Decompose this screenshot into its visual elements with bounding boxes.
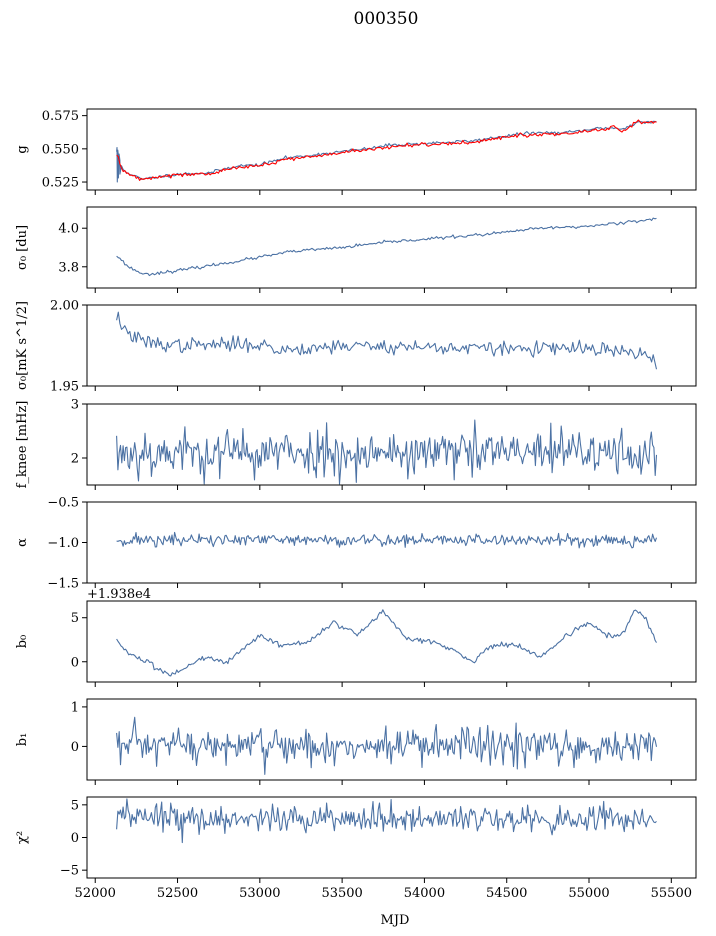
panel-2: 3.8 4.0 σ₀ [du] [15, 206, 697, 293]
y-tick-label: 5 [71, 611, 79, 626]
y-axis-label: f_knee [mHz] [15, 401, 30, 489]
y-tick-label: 0.575 [42, 109, 79, 124]
panel-8: −5 0 5 52000 52500 53000 53500 54000 54500 55000 5… [15, 796, 697, 901]
y-tick-label: 3 [71, 398, 79, 413]
series-line-panel-7 [116, 716, 658, 775]
panel-frame [86, 501, 697, 584]
y-axis-label: g [15, 145, 30, 153]
y-axis-label: σ₀ [du] [15, 225, 30, 270]
y-tick-label: −1.0 [47, 536, 79, 551]
y-axis-label: b₁ [15, 733, 30, 747]
panel-5: −1.5 −1.0 −0.5 α [15, 496, 697, 592]
y-tick-label: 1 [71, 700, 79, 715]
x-tick-label: 54000 [404, 886, 445, 901]
y-axis-label: b₀ [15, 635, 30, 649]
x-tick-label: 55500 [651, 886, 692, 901]
panel-1: 0.525 0.550 0.575 g [15, 108, 697, 195]
series-line-panel-8 [116, 798, 657, 844]
x-tick-label: 52500 [157, 886, 198, 901]
panel-7: 0 1 b₁ [15, 698, 697, 785]
x-axis-label: MJD [381, 913, 410, 928]
panel-frame [86, 304, 697, 387]
series-line-panel-6 [116, 609, 657, 677]
y-tick-label: 5 [71, 798, 79, 813]
y-tick-label: 0 [71, 740, 79, 755]
panel-3: 1.95 2.00 σ₀[mK s^1/2] [15, 299, 697, 395]
panel-frame [86, 206, 697, 289]
series-line-panel-1 [116, 120, 657, 183]
panel-6: 0 5 b₀ +1.938e4 [15, 587, 697, 687]
y-axis-label: σ₀[mK s^1/2] [15, 301, 30, 390]
series-line-panel-5 [116, 531, 658, 549]
y-tick-label: −5 [60, 864, 79, 879]
panel-4: 2 3 f_knee [mHz] [15, 398, 697, 490]
panel-frame [86, 403, 697, 486]
y-tick-label: 3.8 [58, 260, 79, 275]
y-tick-label: 0.525 [42, 176, 79, 191]
y-tick-label: 1.95 [50, 380, 79, 395]
series-line-panel-3 [116, 311, 658, 370]
y-axis-label: α [15, 538, 30, 547]
series-line-panel-2 [116, 217, 657, 277]
y-tick-label: 4.0 [58, 222, 79, 237]
x-tick-label: 55000 [568, 886, 609, 901]
y-tick-label: −1.5 [47, 577, 79, 592]
y-tick-label: −0.5 [47, 496, 79, 511]
x-tick-label: 53500 [321, 886, 362, 901]
panel-frame [86, 600, 697, 683]
y-tick-label: 0 [71, 831, 79, 846]
y-tick-label: 0 [71, 655, 79, 670]
x-tick-label: 53000 [239, 886, 280, 901]
model-line [116, 119, 657, 181]
y-offset-label: +1.938e4 [87, 587, 151, 602]
y-tick-label: 0.550 [42, 142, 79, 157]
x-tick-label: 54500 [486, 886, 527, 901]
panel-stack: 0.525 0.550 0.575 g 3.8 4.0 σ₀ [du] 1.95 2.00 σ₀[… [15, 108, 697, 901]
y-axis-label: χ² [15, 831, 30, 844]
panel-frame [86, 108, 697, 191]
y-tick-label: 2 [71, 452, 79, 467]
series-line-panel-4 [116, 419, 658, 485]
y-tick-label: 2.00 [50, 299, 79, 314]
x-tick-label: 52000 [75, 886, 116, 901]
panel-frame [86, 698, 697, 781]
figure-title: 000350 [354, 9, 419, 29]
